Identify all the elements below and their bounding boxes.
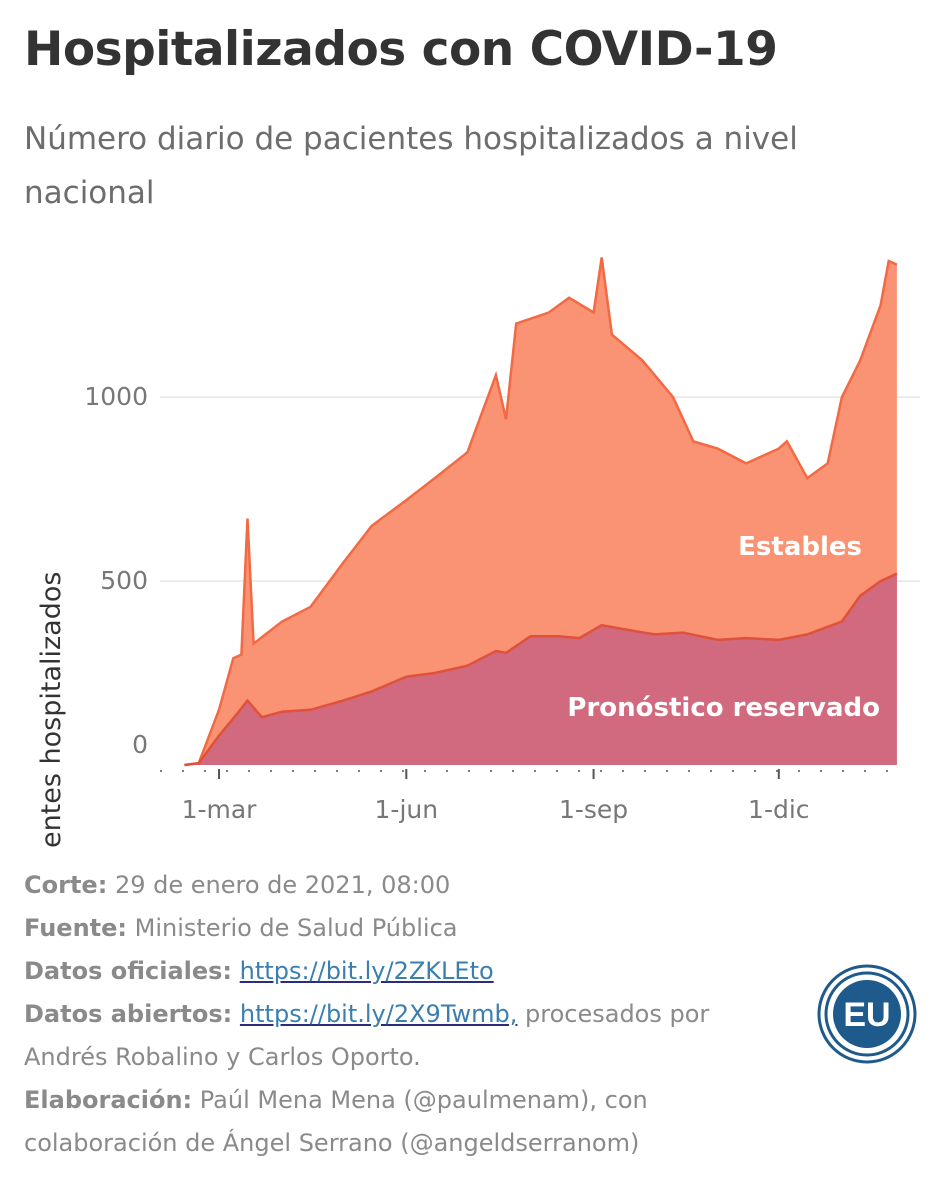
y-tick-0: 0: [132, 730, 148, 759]
x-tick-label-1-dic: 1-dic: [748, 795, 810, 824]
area-reservado: [184, 573, 897, 765]
footer-abiertos: Datos abiertos: https://bit.ly/2X9Twmb, …: [24, 993, 784, 1036]
footer-elaboracion: Elaboración: Paúl Mena Mena (@paulmenam)…: [24, 1079, 784, 1122]
series-label-estables: Estables: [738, 532, 862, 562]
svg-text:EU: EU: [843, 996, 890, 1034]
x-tick-label-1-jun: 1-jun: [375, 795, 439, 824]
abiertos-label: Datos abiertos:: [24, 1000, 233, 1028]
footer-corte: Corte: 29 de enero de 2021, 08:00: [24, 864, 784, 907]
elaboracion-value: Paúl Mena Mena (@paulmenam), con: [199, 1086, 648, 1114]
oficiales-label: Datos oficiales:: [24, 957, 233, 985]
footer-abiertos-2: Andrés Robalino y Carlos Oporto.: [24, 1043, 421, 1071]
oficiales-link[interactable]: https://bit.ly/2ZKLEto: [239, 957, 494, 985]
chart-subtitle: Número diario de pacientes hospitalizado…: [24, 121, 798, 211]
corte-label: Corte:: [24, 871, 108, 899]
eu-logo: EU: [817, 964, 917, 1064]
line-reservado: [184, 572, 898, 767]
x-tick-label-1-sep: 1-sep: [559, 795, 628, 824]
footer-elaboracion-2: colaboración de Ángel Serrano (@angeldse…: [24, 1129, 640, 1157]
footer-oficiales: Datos oficiales: https://bit.ly/2ZKLEto: [24, 950, 784, 993]
chart-footer: Corte: 29 de enero de 2021, 08:00 Fuente…: [24, 864, 784, 1165]
series-label-reservado: Pronóstico reservado: [567, 693, 880, 723]
chart-title: Hospitalizados con COVID-19: [24, 22, 778, 77]
y-axis-ticks: 0 500 1000: [84, 382, 148, 759]
y-axis-label: Pacientes hospitalizados: [36, 572, 67, 850]
elaboracion-label: Elaboración:: [24, 1086, 193, 1114]
area-estables: [184, 257, 897, 765]
corte-value: 29 de enero de 2021, 08:00: [114, 871, 451, 899]
line-estables: [184, 257, 898, 767]
y-tick-500: 500: [100, 566, 148, 595]
abiertos-rest: procesados por: [517, 1000, 710, 1028]
x-tick-label-1-mar: 1-mar: [182, 795, 258, 824]
y-tick-1000: 1000: [84, 382, 148, 411]
chart-areas: [184, 257, 898, 767]
abiertos-link[interactable]: https://bit.ly/2X9Twmb,: [239, 1000, 518, 1028]
hospitalizados-area-chart: 0 500 1000 1-mar 1-jun 1-sep 1-dic Pacientes …: [36, 257, 920, 850]
x-axis: 1-mar 1-jun 1-sep 1-dic: [160, 769, 895, 824]
footer-fuente: Fuente: Ministerio de Salud Pública: [24, 907, 784, 950]
fuente-value: Ministerio de Salud Pública: [134, 914, 458, 942]
fuente-label: Fuente:: [24, 914, 127, 942]
